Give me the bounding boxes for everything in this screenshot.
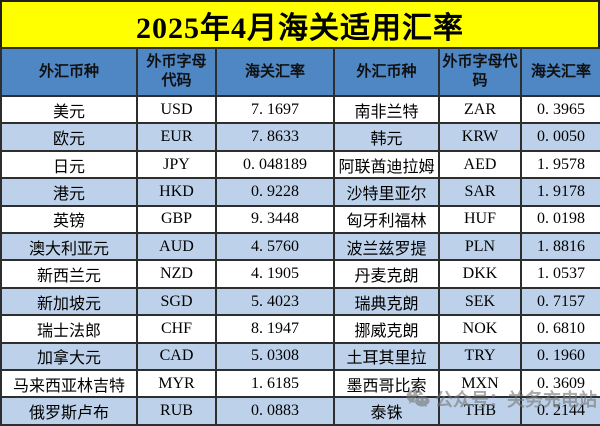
table-row: 新加坡元 SGD 5. 4023 瑞典克朗 SEK 0. 7157	[0, 286, 600, 317]
table-row: 澳大利亚元 AUD 4. 5760 波兰兹罗提 PLN 1. 8816	[0, 232, 600, 262]
currency-code-left: MYR	[136, 369, 217, 399]
customs-rate-right: 0. 0050	[520, 122, 600, 152]
currency-name-right: 泰铢	[333, 396, 440, 426]
currency-name-right: 阿联酋迪拉姆	[333, 149, 440, 180]
currency-name-left: 新西兰元	[0, 259, 138, 289]
currency-code-right: TRY	[438, 341, 522, 372]
currency-code-right: MXN	[438, 369, 522, 399]
header-row: 外汇币种 外币字母代码 海关汇率 外汇币种 外币字母代码 海关汇率	[0, 47, 600, 97]
currency-name-left: 日元	[0, 149, 138, 180]
column-header-rate-right: 海关汇率	[520, 47, 600, 97]
customs-rate-left: 0. 0883	[215, 396, 335, 426]
customs-rate-right: 0. 3609	[520, 369, 600, 399]
customs-rate-right: 0. 7157	[520, 286, 600, 317]
currency-code-right: DKK	[438, 259, 522, 289]
currency-name-right: 南非兰特	[333, 94, 440, 125]
currency-code-right: SEK	[438, 286, 522, 317]
currency-name-right: 沙特里亚尔	[333, 177, 440, 207]
currency-code-right: THB	[438, 396, 522, 426]
table-row: 俄罗斯卢布 RUB 0. 0883 泰铢 THB 0. 2144	[0, 396, 600, 426]
currency-name-left: 新加坡元	[0, 286, 138, 317]
currency-name-left: 澳大利亚元	[0, 232, 138, 262]
customs-rate-left: 0. 9228	[215, 177, 335, 207]
table-row: 瑞士法郎 CHF 8. 1947 挪威克朗 NOK 0. 6810	[0, 314, 600, 344]
currency-name-left: 马来西亚林吉特	[0, 369, 138, 399]
currency-name-right: 韩元	[333, 122, 440, 152]
customs-rate-left: 5. 0308	[215, 341, 335, 372]
column-header-currency-right: 外汇币种	[333, 47, 440, 97]
currency-code-left: USD	[136, 94, 217, 125]
rate-table-body: 美元 USD 7. 1697 南非兰特 ZAR 0. 3965 欧元 EUR 7. 8633 韩元…	[0, 94, 600, 426]
customs-rate-left: 4. 5760	[215, 232, 335, 262]
customs-rate-left: 7. 1697	[215, 94, 335, 125]
rate-table: 外汇币种 外币字母代码 海关汇率 外汇币种 外币字母代码 海关汇率 美元 USD 7…	[0, 47, 600, 426]
table-row: 加拿大元 CAD 5. 0308 土耳其里拉 TRY 0. 1960	[0, 341, 600, 372]
currency-name-right: 土耳其里拉	[333, 341, 440, 372]
currency-code-right: PLN	[438, 232, 522, 262]
customs-rate-left: 7. 8633	[215, 122, 335, 152]
currency-name-left: 港元	[0, 177, 138, 207]
customs-rate-right: 1. 9578	[520, 149, 600, 180]
currency-code-left: CHF	[136, 314, 217, 344]
column-header-currency-left: 外汇币种	[0, 47, 138, 97]
currency-code-left: RUB	[136, 396, 217, 426]
currency-code-left: CAD	[136, 341, 217, 372]
currency-code-left: AUD	[136, 232, 217, 262]
currency-name-right: 丹麦克朗	[333, 259, 440, 289]
table-row: 港元 HKD 0. 9228 沙特里亚尔 SAR 1. 9178	[0, 177, 600, 207]
currency-name-left: 俄罗斯卢布	[0, 396, 138, 426]
currency-name-right: 波兰兹罗提	[333, 232, 440, 262]
currency-name-left: 欧元	[0, 122, 138, 152]
customs-rate-right: 1. 8816	[520, 232, 600, 262]
customs-rate-left: 0. 048189	[215, 149, 335, 180]
column-header-code-left: 外币字母代码	[136, 47, 217, 97]
table-row: 日元 JPY 0. 048189 阿联酋迪拉姆 AED 1. 9578	[0, 149, 600, 180]
table-row: 马来西亚林吉特 MYR 1. 6185 墨西哥比索 MXN 0. 3609	[0, 369, 600, 399]
column-header-rate-left: 海关汇率	[215, 47, 335, 97]
currency-code-left: JPY	[136, 149, 217, 180]
currency-code-right: ZAR	[438, 94, 522, 125]
currency-name-left: 加拿大元	[0, 341, 138, 372]
currency-code-left: SGD	[136, 286, 217, 317]
table-row: 欧元 EUR 7. 8633 韩元 KRW 0. 0050	[0, 122, 600, 152]
currency-name-left: 英镑	[0, 204, 138, 235]
customs-rate-right: 1. 9178	[520, 177, 600, 207]
customs-rate-left: 9. 3448	[215, 204, 335, 235]
table-row: 美元 USD 7. 1697 南非兰特 ZAR 0. 3965	[0, 94, 600, 125]
currency-name-right: 挪威克朗	[333, 314, 440, 344]
currency-code-left: EUR	[136, 122, 217, 152]
customs-rate-left: 4. 1905	[215, 259, 335, 289]
currency-code-left: GBP	[136, 204, 217, 235]
table-row: 新西兰元 NZD 4. 1905 丹麦克朗 DKK 1. 0537	[0, 259, 600, 289]
currency-name-right: 墨西哥比索	[333, 369, 440, 399]
customs-rate-left: 5. 4023	[215, 286, 335, 317]
customs-rate-right: 0. 2144	[520, 396, 600, 426]
rate-table-header: 外汇币种 外币字母代码 海关汇率 外汇币种 外币字母代码 海关汇率	[0, 47, 600, 97]
table-row: 英镑 GBP 9. 3448 匈牙利福林 HUF 0. 0198	[0, 204, 600, 235]
customs-rate-right: 1. 0537	[520, 259, 600, 289]
customs-rate-right: 0. 0198	[520, 204, 600, 235]
customs-rate-left: 8. 1947	[215, 314, 335, 344]
currency-code-right: AED	[438, 149, 522, 180]
page-title: 2025年4月海关适用汇率	[0, 0, 600, 47]
currency-name-right: 匈牙利福林	[333, 204, 440, 235]
currency-code-right: SAR	[438, 177, 522, 207]
currency-name-left: 瑞士法郎	[0, 314, 138, 344]
customs-rate-right: 0. 6810	[520, 314, 600, 344]
currency-code-right: NOK	[438, 314, 522, 344]
currency-code-right: HUF	[438, 204, 522, 235]
currency-code-left: NZD	[136, 259, 217, 289]
currency-name-right: 瑞典克朗	[333, 286, 440, 317]
currency-code-right: KRW	[438, 122, 522, 152]
customs-rate-right: 0. 3965	[520, 94, 600, 125]
customs-rate-left: 1. 6185	[215, 369, 335, 399]
customs-rate-right: 0. 1960	[520, 341, 600, 372]
column-header-code-right: 外币字母代码	[438, 47, 522, 97]
currency-code-left: HKD	[136, 177, 217, 207]
currency-name-left: 美元	[0, 94, 138, 125]
